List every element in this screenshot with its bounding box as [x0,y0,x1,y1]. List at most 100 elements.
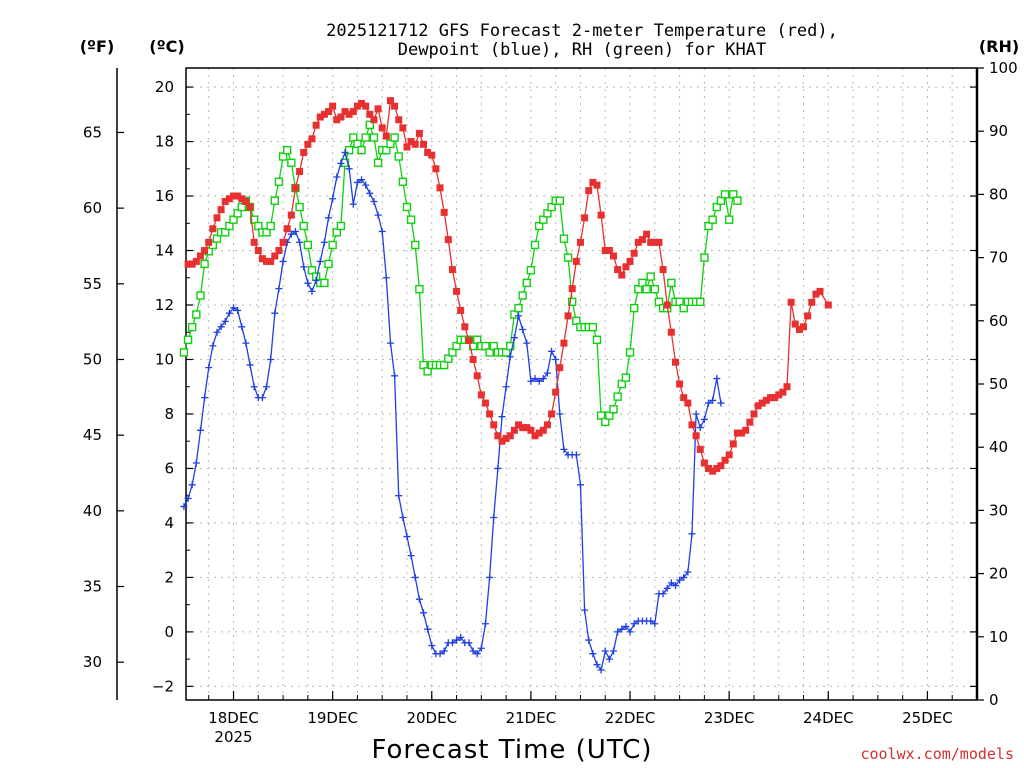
dewpoint-point [659,590,667,598]
relative-humidity-point [629,303,639,313]
temperature-point [709,467,717,475]
temperature-point [556,364,564,372]
dewpoint-point [374,211,382,219]
dewpoint-point [663,584,671,592]
dewpoint-point [589,650,597,658]
temperature-point [386,97,394,105]
relative-humidity-point [700,253,709,262]
celsius-tick-label: −2 [152,677,174,695]
dewpoint-point [527,377,535,385]
temperature-point [684,399,692,407]
temperature-point [225,195,233,203]
time-tick-label: 21DEC [506,709,557,727]
temperature-point [358,99,366,107]
temperature-point [742,426,750,434]
dewpoint-point [370,197,378,205]
fahrenheit-unit-label: (ºF) [80,37,115,56]
temperature-point [754,402,762,410]
relative-humidity-point [696,297,705,307]
fahrenheit-tick-label: 45 [83,426,102,444]
dewpoint-point [304,279,312,287]
temperature-point [713,464,721,472]
temperature-point [279,238,287,246]
temperature-point [391,102,399,110]
dewpoint-point [539,375,547,383]
rh-tick-label: 60 [989,312,1008,330]
temperature-point [535,429,543,437]
temperature-point [804,312,812,320]
plot-frame [185,67,978,701]
dewpoint-point [684,568,692,576]
dewpoint-point [291,227,299,235]
temperature-point [519,424,527,432]
dewpoint-point [705,399,713,407]
dewpoint-point [411,573,419,581]
dewpoint-point [610,647,618,655]
temperature-point [415,129,423,137]
relative-humidity-series [179,120,742,427]
relative-humidity-point [522,278,531,288]
dewpoint-point [184,494,192,502]
dewpoint-point [605,655,613,663]
dewpoint-point [246,361,254,369]
relative-humidity-point [295,202,304,212]
dewpoint-point [448,639,456,647]
celsius-tick-label: 14 [155,242,174,260]
temperature-point [366,110,374,118]
temperature-point [775,391,783,399]
temperature-point [622,263,630,271]
relative-humidity-point [336,221,346,231]
dewpoint-point [407,552,415,560]
relative-humidity-point [592,335,602,344]
temperature-point [688,421,696,429]
celsius-tick-label: 6 [164,459,174,477]
temperature-point [263,257,271,265]
rh-tick-label: 30 [989,501,1008,519]
dewpoint-point [213,328,221,336]
temperature-point [531,432,539,440]
relative-humidity-point [402,202,412,212]
relative-humidity-point [720,190,730,199]
dewpoint-point [457,633,465,641]
dewpoint-point [296,238,304,246]
fahrenheit-tick-label: 30 [83,653,102,671]
temperature-point [700,459,708,467]
fahrenheit-tick-label: 55 [83,275,102,293]
temperature-point [605,247,613,255]
temperature-point [510,426,518,434]
relative-humidity-point [324,259,333,269]
relative-humidity-point [270,196,280,205]
temperature-point [576,238,584,246]
dewpoint-point [453,636,461,644]
dewpoint-point [395,492,403,500]
dewpoint-point [279,257,287,265]
temperature-point [717,462,725,470]
temperature-point [548,410,556,418]
dewpoint-point [469,647,477,655]
dewpoint-point [424,625,432,633]
relative-humidity-point [526,266,536,275]
temperature-point [486,410,494,418]
temperature-point [250,238,258,246]
temperature-point [643,230,651,238]
dewpoint-point [345,165,353,173]
rh-tick-label: 90 [989,122,1008,140]
relative-humidity-point [303,240,313,250]
temperature-point [705,464,713,472]
dewpoint-point [258,394,266,402]
dewpoint-point [473,650,481,658]
temperature-point [771,394,779,402]
relative-humidity-point [518,291,527,300]
temperature-point [329,102,337,110]
temperature-point [184,260,192,268]
dewpoint-point [630,620,638,628]
dewpoint-point [391,372,399,380]
temperature-point [444,236,452,244]
dewpoint-point [647,617,655,625]
temperature-point [399,124,407,132]
dewpoint-point [415,595,423,603]
time-tick-label: 20DEC [406,709,457,727]
dewpoint-point [477,644,485,652]
temperature-point [762,396,770,404]
celsius-unit-label: (ºC) [149,37,184,56]
